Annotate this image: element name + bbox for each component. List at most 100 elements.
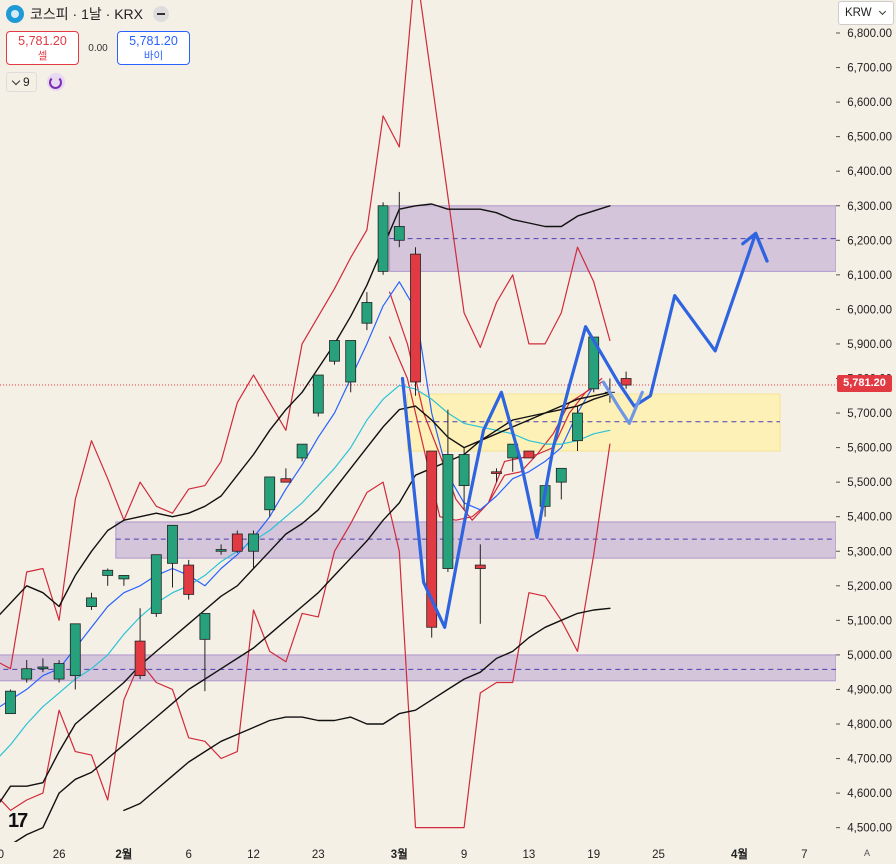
candle-body xyxy=(410,253,421,383)
candle-21 xyxy=(345,340,357,393)
refresh-icon[interactable] xyxy=(46,73,65,91)
indicators-toggle[interactable]: 9 xyxy=(6,72,37,92)
y-tick-label: 6,500.00 xyxy=(847,132,892,144)
candle-body xyxy=(264,476,276,511)
candle-1 xyxy=(21,660,33,683)
candle-body xyxy=(312,374,324,414)
candle-body xyxy=(377,205,389,272)
auto-scale-button[interactable]: A xyxy=(864,848,871,858)
candle-body xyxy=(426,450,438,628)
candle-body xyxy=(555,467,567,483)
x-tick-label: 9 xyxy=(461,849,467,861)
series-blue-4 xyxy=(0,281,595,708)
candles xyxy=(5,191,632,715)
candle-body xyxy=(150,554,162,614)
zone-yellow-3 xyxy=(406,393,781,452)
candle-13 xyxy=(215,544,227,555)
y-tick-label: 4,900.00 xyxy=(847,684,892,696)
candle-body xyxy=(296,443,308,459)
candle-26 xyxy=(426,450,438,638)
y-tick-label: 5,300.00 xyxy=(847,546,892,558)
candle-24 xyxy=(393,191,405,248)
x-tick-label: 13 xyxy=(523,849,536,861)
y-tick-label: 4,500.00 xyxy=(847,823,892,835)
x-tick-label: 2월 xyxy=(115,847,132,861)
candle-14 xyxy=(231,530,243,553)
y-tick-label: 6,400.00 xyxy=(847,166,892,178)
candle-body xyxy=(329,340,340,362)
y-tick-label: 6,000.00 xyxy=(847,304,892,316)
series-projection-10 xyxy=(400,231,769,629)
candle-body xyxy=(280,478,292,483)
candle-27 xyxy=(442,409,454,572)
zone-purple-1 xyxy=(115,521,837,559)
y-tick-label: 6,700.00 xyxy=(847,63,892,75)
candle-9 xyxy=(150,554,162,617)
tradingview-logo[interactable]: 17 xyxy=(8,810,28,832)
candle-body xyxy=(102,569,114,576)
x-tick-label: 3월 xyxy=(391,847,408,861)
collapse-legend-icon[interactable] xyxy=(152,6,169,22)
y-tick-label: 6,600.00 xyxy=(847,97,892,109)
indicator-row: 9 xyxy=(6,72,65,92)
price-axis: 6,800.00 6,700.00 6,600.00 6,500.00 6,400.00… xyxy=(836,0,896,864)
price-axis-bg xyxy=(836,0,896,864)
candle-body xyxy=(183,564,195,595)
candle-body xyxy=(523,450,535,459)
candle-3 xyxy=(53,660,65,683)
y-tick-label: 5,500.00 xyxy=(847,477,892,489)
candle-22 xyxy=(361,292,373,331)
zone-purple-2 xyxy=(0,654,837,682)
candle-body xyxy=(118,575,130,580)
series-black-7 xyxy=(0,391,611,804)
series-projection-light-11 xyxy=(601,380,644,425)
x-tick-label: 4월 xyxy=(731,847,748,861)
candle-38 xyxy=(620,371,632,389)
currency-selector[interactable]: KRW xyxy=(838,1,894,25)
series-black-8 xyxy=(0,393,611,858)
candle-36 xyxy=(588,336,600,393)
time-axis-bg xyxy=(0,842,836,864)
candle-body xyxy=(345,340,357,383)
x-tick-label: 26 xyxy=(53,849,66,861)
candle-23 xyxy=(377,202,389,275)
candle-8 xyxy=(134,608,146,680)
buy-price: 5,781.20 xyxy=(129,34,178,48)
candle-body xyxy=(620,378,632,386)
y-tick-label: 4,600.00 xyxy=(847,788,892,800)
series-black-9 xyxy=(123,607,611,812)
y-tick-label: 5,600.00 xyxy=(847,443,892,455)
time-axis: 0 26 2월 6 12 23 3월 9 13 19 25 4월 7 xyxy=(0,842,836,864)
candle-body xyxy=(458,454,470,487)
sell-button[interactable]: 5,781.20 셀 xyxy=(6,31,79,65)
candle-28 xyxy=(458,447,470,510)
candle-body xyxy=(215,549,227,552)
y-tick-label: 5,100.00 xyxy=(847,615,892,627)
y-tick-label: 6,800.00 xyxy=(847,28,892,40)
candle-29 xyxy=(474,544,486,624)
candle-20 xyxy=(329,340,340,365)
candle-body xyxy=(53,663,65,680)
candle-35 xyxy=(572,406,583,452)
candle-body xyxy=(361,302,373,324)
x-tick-label: 12 xyxy=(247,849,260,861)
y-tick-label: 5,200.00 xyxy=(847,581,892,593)
candle-body xyxy=(199,613,211,640)
sell-price: 5,781.20 xyxy=(18,34,67,48)
candle-body xyxy=(474,564,486,569)
candle-6 xyxy=(102,568,114,586)
y-tick-label: 6,200.00 xyxy=(847,235,892,247)
y-tick-label: 6,300.00 xyxy=(847,201,892,213)
kospi-logo-icon xyxy=(6,5,24,23)
candle-34 xyxy=(555,467,567,500)
candle-body xyxy=(588,336,600,390)
candle-body xyxy=(86,597,97,607)
symbol-legend[interactable]: 코스피 · 1날 · KRX xyxy=(6,4,169,24)
buy-button[interactable]: 5,781.20 바이 xyxy=(117,31,190,65)
indicator-lines xyxy=(0,0,611,858)
currency-label: KRW xyxy=(845,7,872,19)
x-tick-label: 0 xyxy=(0,849,4,861)
candle-0 xyxy=(5,689,16,715)
candle-18 xyxy=(296,443,308,462)
